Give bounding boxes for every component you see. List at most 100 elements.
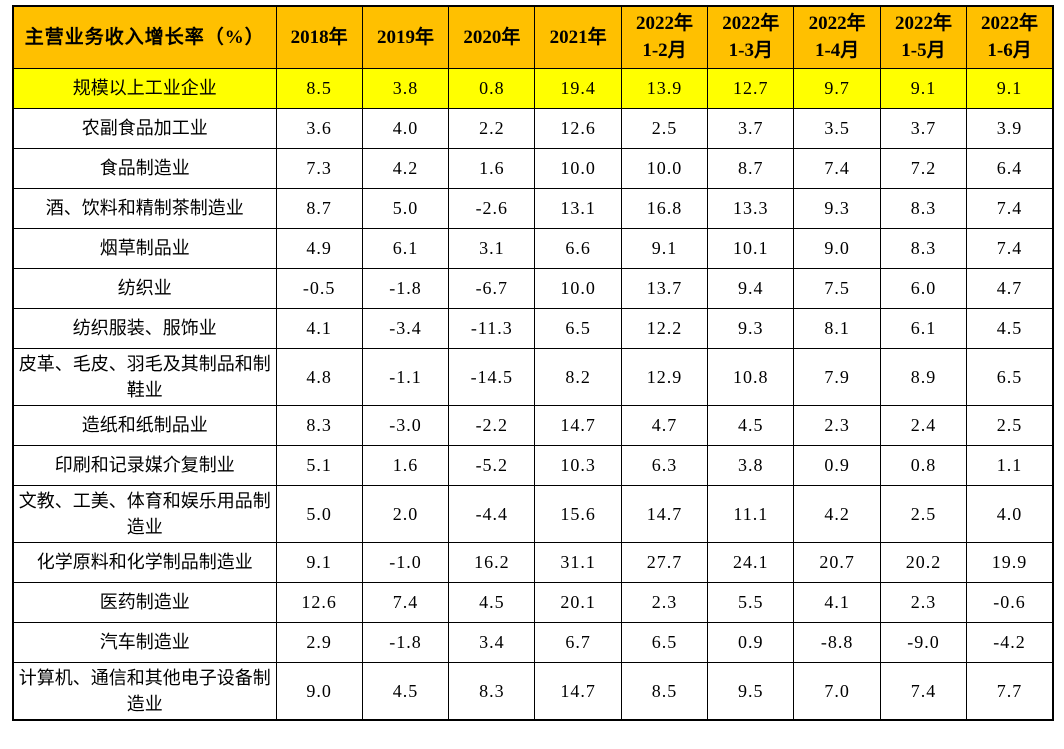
value-cell: 2.2: [449, 108, 535, 148]
value-cell: 5.0: [276, 485, 362, 542]
value-cell: 20.2: [880, 542, 966, 582]
column-header: 2022年1-5月: [880, 6, 966, 68]
value-cell: 4.0: [967, 485, 1053, 542]
value-cell: 8.7: [276, 188, 362, 228]
value-cell: 4.2: [794, 485, 880, 542]
value-cell: 6.7: [535, 622, 621, 662]
column-header: 2022年1-6月: [967, 6, 1053, 68]
value-cell: 7.4: [362, 582, 448, 622]
value-cell: 4.5: [362, 662, 448, 720]
column-header-line: 1-6月: [970, 37, 1049, 64]
table-row: 造纸和纸制品业8.3-3.0-2.214.74.74.52.32.42.5: [13, 405, 1053, 445]
column-header: 2022年1-2月: [621, 6, 707, 68]
row-label: 酒、饮料和精制茶制造业: [13, 188, 276, 228]
table-row: 医药制造业12.67.44.520.12.35.54.12.3-0.6: [13, 582, 1053, 622]
value-cell: 7.3: [276, 148, 362, 188]
value-cell: 7.4: [794, 148, 880, 188]
value-cell: -11.3: [449, 308, 535, 348]
table-title: 主营业务收入增长率（%）: [13, 6, 276, 68]
value-cell: -0.5: [276, 268, 362, 308]
row-label: 纺织业: [13, 268, 276, 308]
value-cell: 13.3: [708, 188, 794, 228]
value-cell: 6.5: [535, 308, 621, 348]
value-cell: 8.5: [276, 68, 362, 108]
value-cell: 6.5: [967, 348, 1053, 405]
column-header-line: 2019年: [366, 24, 445, 51]
value-cell: 2.0: [362, 485, 448, 542]
value-cell: 2.5: [621, 108, 707, 148]
value-cell: 1.1: [967, 445, 1053, 485]
value-cell: 19.9: [967, 542, 1053, 582]
row-label: 医药制造业: [13, 582, 276, 622]
value-cell: 8.9: [880, 348, 966, 405]
value-cell: 12.9: [621, 348, 707, 405]
value-cell: 4.1: [794, 582, 880, 622]
value-cell: 8.3: [880, 228, 966, 268]
value-cell: 3.7: [708, 108, 794, 148]
row-label: 食品制造业: [13, 148, 276, 188]
value-cell: 8.3: [449, 662, 535, 720]
value-cell: 9.1: [276, 542, 362, 582]
row-label: 规模以上工业企业: [13, 68, 276, 108]
value-cell: 8.5: [621, 662, 707, 720]
value-cell: 9.4: [708, 268, 794, 308]
value-cell: 7.5: [794, 268, 880, 308]
value-cell: 0.9: [708, 622, 794, 662]
column-header: 2020年: [449, 6, 535, 68]
value-cell: 10.0: [535, 268, 621, 308]
value-cell: -2.2: [449, 405, 535, 445]
row-label: 烟草制品业: [13, 228, 276, 268]
value-cell: -4.2: [967, 622, 1053, 662]
table-row: 文教、工美、体育和娱乐用品制造业5.02.0-4.415.614.711.14.…: [13, 485, 1053, 542]
value-cell: -6.7: [449, 268, 535, 308]
row-label: 农副食品加工业: [13, 108, 276, 148]
value-cell: -1.1: [362, 348, 448, 405]
table-row: 烟草制品业4.96.13.16.69.110.19.08.37.4: [13, 228, 1053, 268]
column-header: 2018年: [276, 6, 362, 68]
value-cell: 9.1: [967, 68, 1053, 108]
value-cell: 10.1: [708, 228, 794, 268]
table-body: 规模以上工业企业8.53.80.819.413.912.79.79.19.1农副…: [13, 68, 1053, 720]
value-cell: 3.7: [880, 108, 966, 148]
value-cell: 9.1: [621, 228, 707, 268]
value-cell: 4.9: [276, 228, 362, 268]
value-cell: 6.5: [621, 622, 707, 662]
value-cell: -0.6: [967, 582, 1053, 622]
value-cell: 4.0: [362, 108, 448, 148]
value-cell: -1.8: [362, 268, 448, 308]
table-row: 纺织业-0.5-1.8-6.710.013.79.47.56.04.7: [13, 268, 1053, 308]
table-row: 汽车制造业2.9-1.83.46.76.50.9-8.8-9.0-4.2: [13, 622, 1053, 662]
value-cell: 8.3: [276, 405, 362, 445]
table-row: 纺织服装、服饰业4.1-3.4-11.36.512.29.38.16.14.5: [13, 308, 1053, 348]
value-cell: 9.7: [794, 68, 880, 108]
value-cell: 27.7: [621, 542, 707, 582]
row-label: 化学原料和化学制品制造业: [13, 542, 276, 582]
value-cell: 11.1: [708, 485, 794, 542]
value-cell: 6.1: [880, 308, 966, 348]
value-cell: 2.9: [276, 622, 362, 662]
value-cell: 6.0: [880, 268, 966, 308]
column-header: 2022年1-4月: [794, 6, 880, 68]
value-cell: 12.6: [276, 582, 362, 622]
value-cell: 1.6: [449, 148, 535, 188]
value-cell: 6.1: [362, 228, 448, 268]
value-cell: 2.5: [880, 485, 966, 542]
value-cell: 16.2: [449, 542, 535, 582]
value-cell: 2.4: [880, 405, 966, 445]
table-row: 皮革、毛皮、羽毛及其制品和制鞋业4.8-1.1-14.58.212.910.87…: [13, 348, 1053, 405]
value-cell: 7.4: [880, 662, 966, 720]
value-cell: 2.5: [967, 405, 1053, 445]
value-cell: 7.2: [880, 148, 966, 188]
column-header-line: 1-3月: [711, 37, 790, 64]
value-cell: -2.6: [449, 188, 535, 228]
value-cell: -3.0: [362, 405, 448, 445]
value-cell: 3.6: [276, 108, 362, 148]
value-cell: 7.0: [794, 662, 880, 720]
table-row: 酒、饮料和精制茶制造业8.75.0-2.613.116.813.39.38.37…: [13, 188, 1053, 228]
value-cell: 3.8: [362, 68, 448, 108]
value-cell: -14.5: [449, 348, 535, 405]
column-header-line: 2018年: [280, 24, 359, 51]
value-cell: -3.4: [362, 308, 448, 348]
column-header: 2022年1-3月: [708, 6, 794, 68]
value-cell: 13.1: [535, 188, 621, 228]
